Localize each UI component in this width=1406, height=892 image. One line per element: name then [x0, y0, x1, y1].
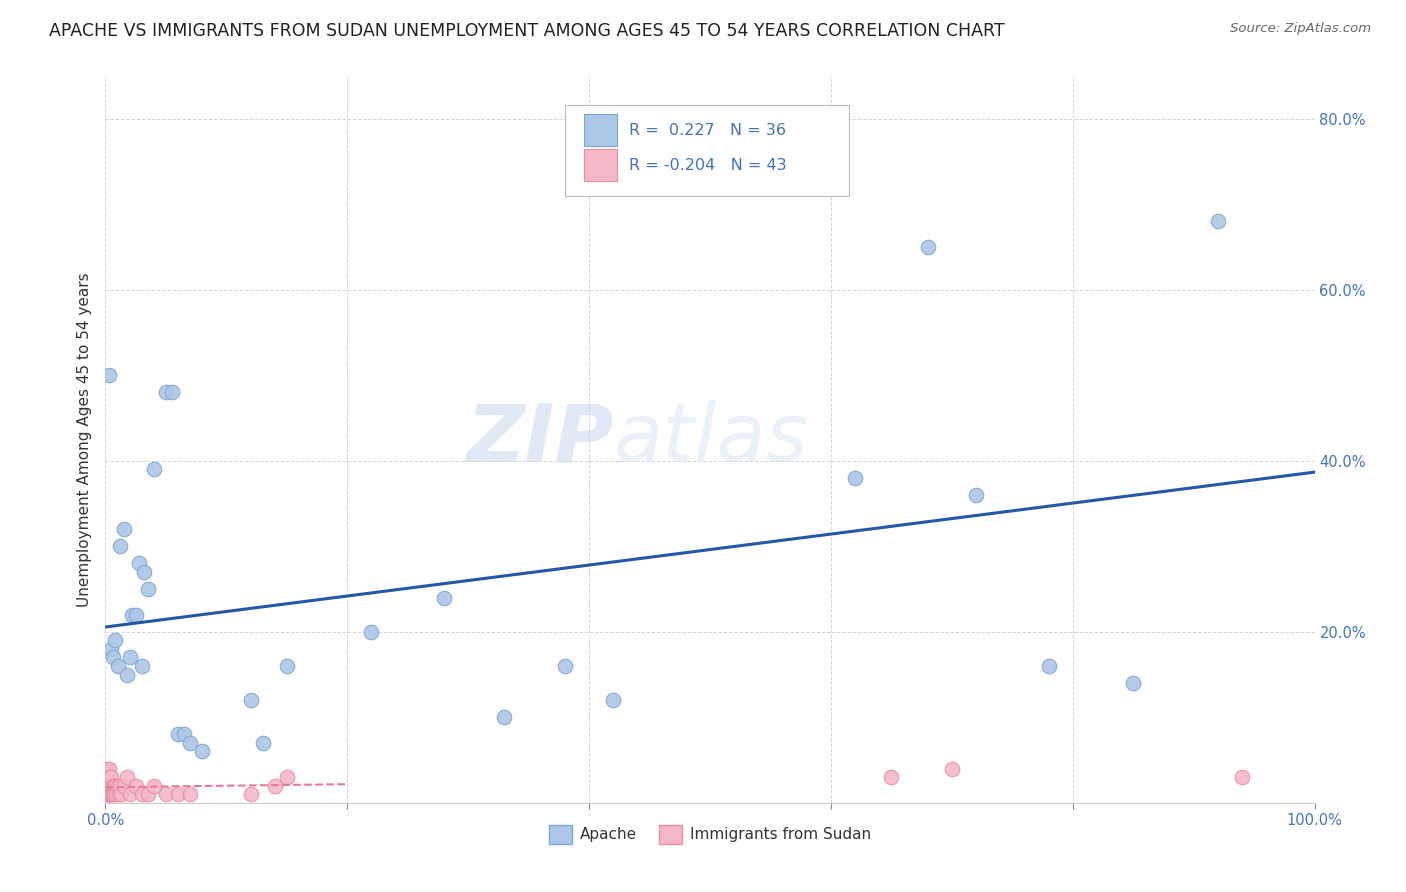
Point — [115, 770, 138, 784]
Point — [155, 385, 177, 400]
Point — [97, 779, 120, 793]
Point — [494, 710, 516, 724]
Point — [97, 770, 120, 784]
FancyBboxPatch shape — [585, 149, 617, 181]
Point — [173, 727, 195, 741]
Point — [101, 779, 124, 793]
Point — [1230, 770, 1253, 784]
Point — [107, 659, 129, 673]
Point — [360, 624, 382, 639]
Point — [880, 770, 903, 784]
Point — [179, 736, 201, 750]
Point — [96, 779, 118, 793]
Point — [101, 650, 124, 665]
Point — [118, 650, 141, 665]
Point — [1122, 676, 1144, 690]
Point — [160, 385, 183, 400]
Point — [98, 770, 121, 784]
Point — [101, 787, 124, 801]
Point — [107, 787, 129, 801]
Point — [98, 779, 121, 793]
Point — [941, 762, 963, 776]
Point — [98, 779, 121, 793]
Point — [118, 787, 141, 801]
Point — [97, 787, 120, 801]
Point — [107, 779, 129, 793]
Point — [112, 779, 135, 793]
FancyBboxPatch shape — [585, 114, 617, 146]
Point — [134, 565, 156, 579]
Point — [433, 591, 456, 605]
Point — [844, 471, 866, 485]
Text: atlas: atlas — [613, 401, 808, 478]
Point — [128, 557, 150, 571]
Point — [100, 779, 122, 793]
Point — [110, 787, 132, 801]
Point — [917, 240, 939, 254]
Point — [239, 787, 262, 801]
Point — [252, 736, 274, 750]
Point — [98, 368, 121, 383]
Point — [191, 744, 214, 758]
Text: ZIP: ZIP — [465, 401, 613, 478]
Point — [131, 787, 153, 801]
Text: R =  0.227   N = 36: R = 0.227 N = 36 — [628, 123, 786, 138]
Point — [965, 488, 987, 502]
Point — [239, 693, 262, 707]
Point — [100, 641, 122, 656]
Point — [1038, 659, 1060, 673]
Point — [179, 787, 201, 801]
Point — [112, 522, 135, 536]
Text: APACHE VS IMMIGRANTS FROM SUDAN UNEMPLOYMENT AMONG AGES 45 TO 54 YEARS CORRELATI: APACHE VS IMMIGRANTS FROM SUDAN UNEMPLOY… — [49, 22, 1005, 40]
Point — [142, 779, 165, 793]
Point — [108, 779, 131, 793]
Point — [131, 659, 153, 673]
Point — [167, 727, 190, 741]
Point — [100, 770, 122, 784]
Point — [124, 607, 148, 622]
Point — [263, 779, 285, 793]
Point — [276, 659, 298, 673]
Point — [96, 787, 118, 801]
Point — [136, 582, 159, 596]
Point — [602, 693, 624, 707]
Point — [142, 462, 165, 476]
Point — [105, 787, 128, 801]
Point — [104, 779, 127, 793]
Legend: Apache, Immigrants from Sudan: Apache, Immigrants from Sudan — [543, 819, 877, 850]
Text: R = -0.204   N = 43: R = -0.204 N = 43 — [628, 158, 786, 173]
Point — [103, 787, 125, 801]
Point — [276, 770, 298, 784]
Point — [98, 787, 121, 801]
Point — [108, 539, 131, 553]
Point — [103, 779, 125, 793]
FancyBboxPatch shape — [565, 105, 849, 195]
Text: Source: ZipAtlas.com: Source: ZipAtlas.com — [1230, 22, 1371, 36]
Point — [554, 659, 576, 673]
Point — [100, 787, 122, 801]
Point — [155, 787, 177, 801]
Point — [115, 667, 138, 681]
Point — [136, 787, 159, 801]
Point — [98, 787, 121, 801]
Point — [167, 787, 190, 801]
Y-axis label: Unemployment Among Ages 45 to 54 years: Unemployment Among Ages 45 to 54 years — [76, 272, 91, 607]
Point — [121, 607, 143, 622]
Point — [97, 762, 120, 776]
Point — [98, 762, 121, 776]
Point — [124, 779, 148, 793]
Point — [1206, 214, 1229, 228]
Point — [96, 770, 118, 784]
Point — [104, 633, 127, 648]
Point — [98, 770, 121, 784]
